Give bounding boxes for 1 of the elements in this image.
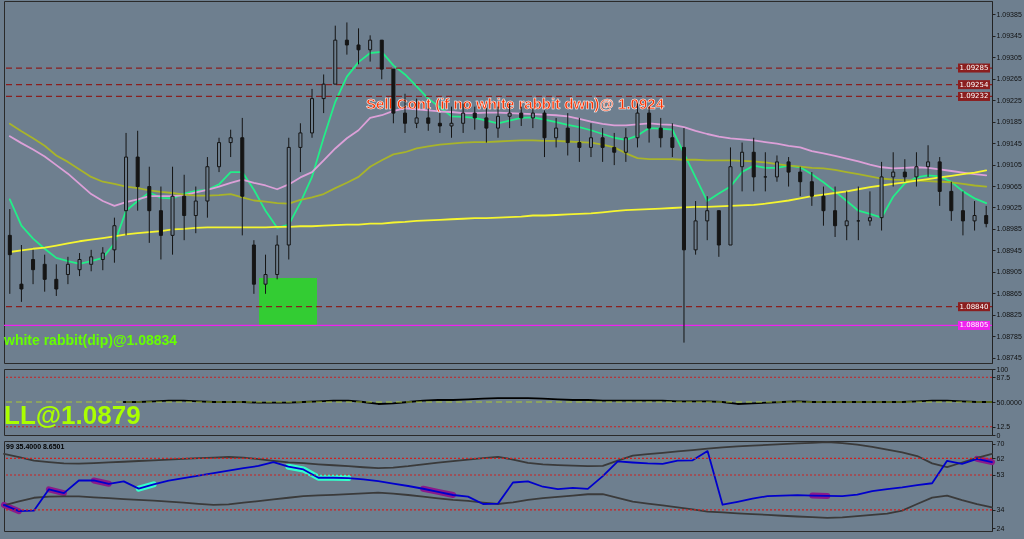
annotation: LL@1.0879	[4, 400, 141, 430]
